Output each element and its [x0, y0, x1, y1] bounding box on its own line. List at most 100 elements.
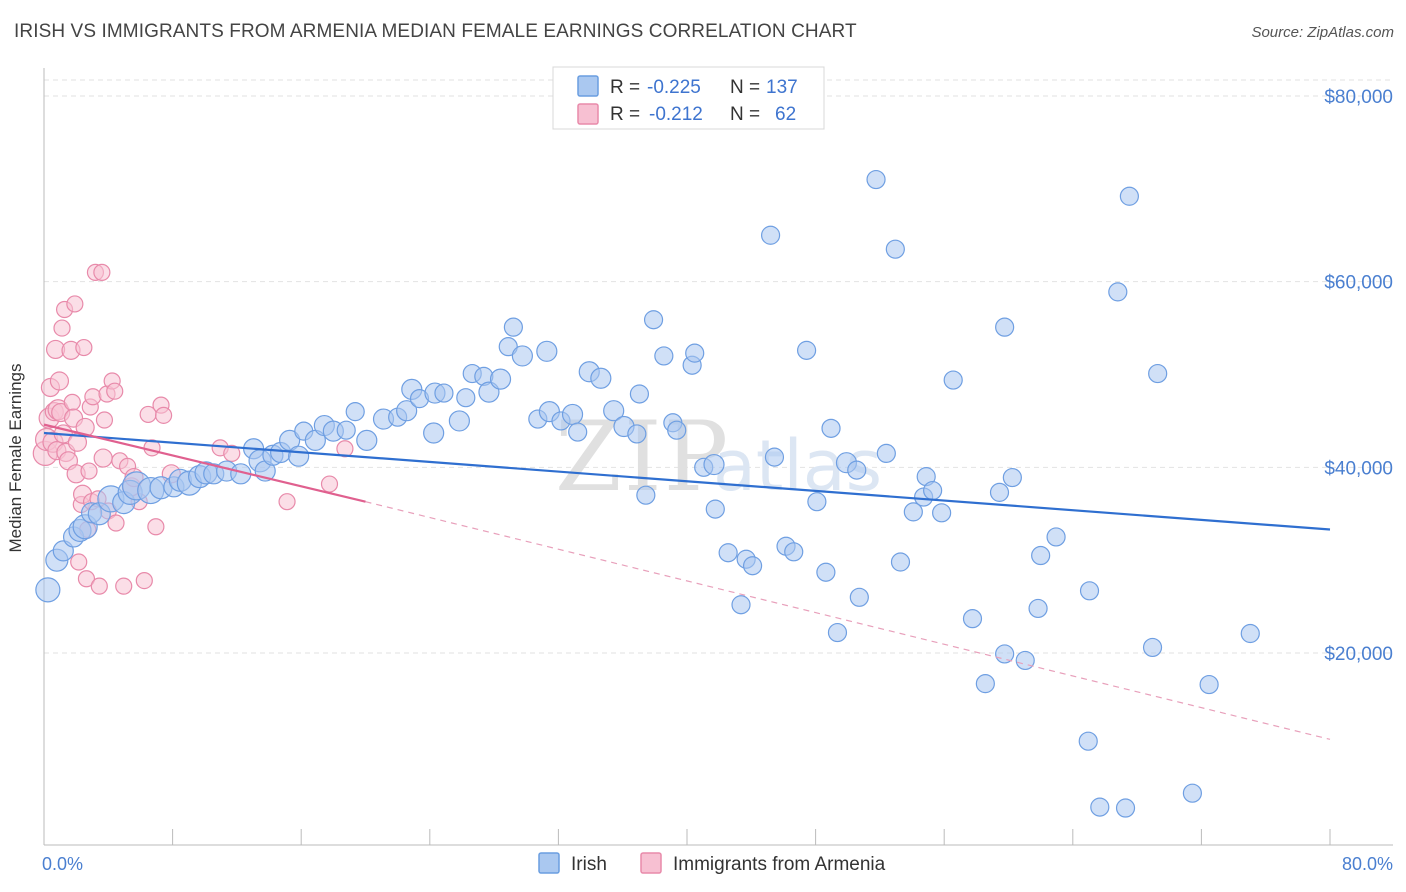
irish-point — [866, 169, 886, 190]
irish-point — [1108, 282, 1128, 302]
irish-point — [1079, 581, 1100, 601]
irish-point — [1090, 797, 1110, 817]
irish-point — [703, 453, 725, 476]
irish-point — [1199, 674, 1219, 695]
y-tick-label-0: $20,000 — [1324, 644, 1393, 665]
irish-point — [932, 503, 952, 523]
armenia-point — [66, 295, 84, 313]
irish-point — [1078, 731, 1098, 751]
chart-title: IRISH VS IMMIGRANTS FROM ARMENIA MEDIAN … — [14, 21, 857, 42]
irish-point — [1028, 598, 1048, 619]
bottom-legend-irish-swatch — [538, 852, 560, 874]
irish-point — [456, 388, 476, 408]
irish-point — [590, 367, 612, 389]
armenia-point — [107, 514, 125, 532]
irish-point — [890, 552, 911, 572]
irish-point — [816, 562, 836, 582]
armenia-point — [93, 448, 113, 468]
y-tick-label-3: $80,000 — [1324, 87, 1393, 108]
legend-armenia-n-label: N = — [730, 104, 760, 125]
irish-point — [731, 595, 751, 615]
irish-point — [1002, 467, 1022, 488]
irish-point — [396, 400, 418, 422]
irish-point — [498, 337, 518, 357]
irish-point — [603, 400, 625, 422]
armenia-point — [147, 518, 165, 536]
bottom-legend-armenia-swatch — [640, 852, 662, 874]
irish-point — [568, 422, 588, 442]
irish-point — [1046, 527, 1066, 547]
armenia-point — [80, 462, 98, 480]
series-legend: Irish Immigrants from Armenia — [538, 852, 886, 875]
irish-point — [288, 445, 310, 467]
x-tick-label-0: 0.0% — [42, 854, 83, 874]
armenia-point — [49, 371, 70, 391]
series-irish — [35, 169, 1260, 818]
irish-point — [995, 317, 1015, 337]
trend-lines — [43, 423, 1331, 740]
armenia-point — [135, 571, 153, 590]
irish-point — [903, 502, 923, 522]
irish-point — [636, 485, 656, 505]
irish-point — [796, 340, 817, 360]
legend-irish-r-value: -0.225 — [647, 77, 701, 98]
irish-point — [1119, 186, 1139, 206]
irish-point — [923, 480, 943, 501]
irish-point — [718, 543, 738, 563]
armenia-point — [320, 475, 339, 493]
legend-irish-n-value: 137 — [766, 77, 798, 98]
grid-lines — [44, 79, 1393, 654]
irish-point — [336, 420, 356, 440]
stats-legend: R = -0.225 N = 137 R = -0.212 N = 62 — [552, 66, 825, 130]
armenia-point — [70, 553, 88, 571]
irish-point — [1240, 623, 1260, 644]
irish-point — [989, 482, 1010, 502]
irish-point — [742, 556, 763, 576]
irish-point — [943, 370, 963, 390]
irish-point — [434, 383, 454, 403]
irish-point — [1182, 783, 1202, 803]
irish-point — [821, 418, 841, 438]
armenia-point — [95, 411, 114, 429]
armenia-point — [75, 338, 93, 357]
irish-point — [35, 577, 61, 603]
irish-point — [807, 492, 827, 512]
irish-trend-line — [43, 431, 1331, 531]
irish-point — [705, 499, 725, 519]
y-tick-label-2: $60,000 — [1324, 273, 1393, 294]
armenia-trend-extension — [365, 501, 1331, 740]
armenia-point — [77, 570, 96, 588]
armenia-point — [90, 577, 108, 595]
source-label: Source: ZipAtlas.com — [1251, 24, 1394, 41]
armenia-point — [278, 493, 296, 511]
irish-point — [643, 310, 664, 330]
x-tick-label-1: 80.0% — [1342, 854, 1393, 874]
irish-point — [1148, 363, 1168, 384]
irish-point — [685, 343, 705, 363]
irish-point — [667, 420, 687, 440]
legend-armenia-swatch — [577, 103, 599, 125]
legend-armenia-n-value: 62 — [775, 104, 796, 125]
irish-point — [503, 317, 523, 337]
irish-point — [847, 460, 867, 480]
irish-point — [356, 429, 378, 452]
armenia-point — [93, 263, 111, 281]
armenia-point — [53, 319, 71, 337]
armenia-point — [84, 388, 102, 406]
armenia-point — [223, 444, 241, 463]
legend-irish-r-label: R = — [610, 77, 640, 98]
irish-point — [1142, 637, 1163, 658]
irish-point — [885, 239, 905, 259]
irish-point — [1031, 545, 1051, 566]
armenia-point — [336, 440, 354, 458]
irish-point — [345, 402, 365, 422]
irish-point — [448, 410, 470, 432]
irish-point — [489, 368, 512, 390]
irish-point — [975, 674, 995, 694]
legend-irish-n-label: N = — [730, 77, 760, 98]
irish-point — [876, 443, 896, 464]
x-tick-labels: 0.0% 80.0% — [42, 854, 1393, 874]
irish-point — [827, 622, 848, 643]
armenia-trend-line — [43, 423, 366, 503]
